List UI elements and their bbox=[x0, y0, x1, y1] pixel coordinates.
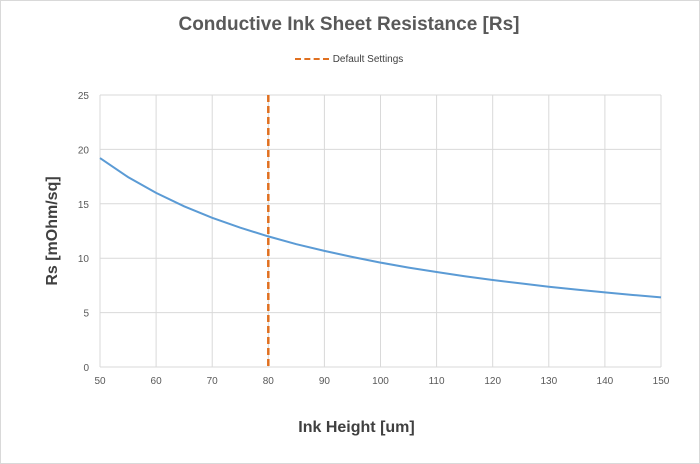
legend-label-default-settings: Default Settings bbox=[332, 54, 404, 65]
x-axis-title: Ink Height [um] bbox=[298, 419, 414, 436]
x-tick-label: 150 bbox=[653, 376, 670, 387]
x-tick-label: 70 bbox=[207, 376, 219, 387]
x-tick-label: 130 bbox=[540, 376, 557, 387]
x-tick-label: 140 bbox=[597, 376, 614, 387]
x-tick-label: 60 bbox=[151, 376, 163, 387]
y-tick-label: 25 bbox=[78, 91, 90, 102]
chart-legend: Default Settings bbox=[0, 54, 698, 65]
x-tick-label: 120 bbox=[484, 376, 501, 387]
legend-swatch-default-settings bbox=[294, 58, 329, 61]
series-line bbox=[99, 157, 662, 299]
x-tick-label: 110 bbox=[429, 376, 445, 387]
x-tick-label: 50 bbox=[94, 376, 106, 387]
y-axis-title: Rs [mOhm/sq] bbox=[44, 176, 61, 285]
x-tick-label: 100 bbox=[372, 376, 389, 387]
y-tick-label: 15 bbox=[78, 200, 90, 211]
y-tick-label: 5 bbox=[83, 309, 89, 320]
y-tick-label: 10 bbox=[78, 254, 90, 265]
x-tick-label: 90 bbox=[319, 376, 331, 387]
chart-title: Conductive Ink Sheet Resistance [Rs] bbox=[178, 14, 520, 35]
x-tick-label: 80 bbox=[263, 376, 275, 387]
y-tick-label: 20 bbox=[78, 145, 90, 156]
y-tick-label: 0 bbox=[83, 363, 89, 374]
